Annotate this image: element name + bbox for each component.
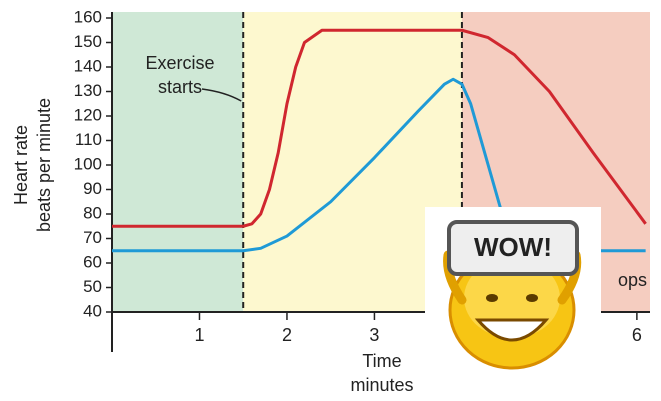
smiley-eye (486, 294, 498, 302)
annotation: starts (158, 77, 202, 97)
x-axis-label: Time (362, 351, 401, 371)
y-tick-label: 110 (75, 130, 102, 149)
y-tick-label: 150 (74, 32, 102, 51)
y-tick-label: 160 (74, 7, 102, 26)
annotation: Exercise (145, 53, 214, 73)
annotation: ops (618, 270, 647, 290)
chart: 405060708090100110120130140150160123456T… (0, 0, 661, 401)
y-tick-label: 90 (83, 179, 102, 198)
y-tick-label: 140 (74, 56, 102, 75)
y-tick-label: 60 (83, 252, 102, 271)
y-axis-label: Heart rate (11, 125, 31, 205)
x-axis-label: minutes (350, 375, 413, 395)
sign-text: WOW! (474, 232, 552, 262)
y-tick-label: 100 (74, 154, 102, 173)
y-tick-label: 50 (83, 277, 102, 296)
y-tick-label: 130 (74, 81, 102, 100)
y-tick-label: 70 (83, 228, 102, 247)
x-tick-label: 2 (282, 325, 292, 345)
y-tick-label: 120 (74, 105, 102, 124)
y-tick-label: 80 (83, 203, 102, 222)
x-tick-label: 3 (369, 325, 379, 345)
x-tick-label: 6 (632, 325, 642, 345)
y-tick-label: 40 (83, 301, 102, 320)
emoji-overlay: WOW! (425, 207, 601, 391)
x-tick-label: 1 (194, 325, 204, 345)
smiley-eye (526, 294, 538, 302)
y-axis-label: beats per minute (34, 98, 54, 232)
